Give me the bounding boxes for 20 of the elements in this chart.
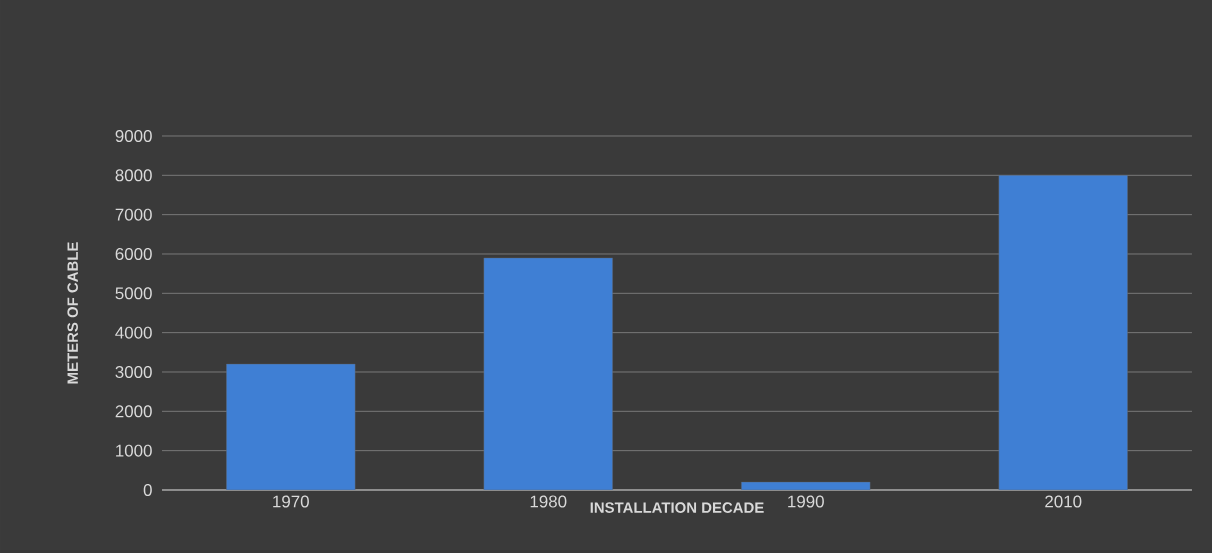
x-tick-label: 1990 [788,495,824,508]
y-axis-title: METERS OF CABLE [67,242,78,384]
x-tick-label: 1970 [273,495,309,508]
x-axis-title: INSTALLATION DECADE [590,502,764,513]
y-tick-label: 4000 [115,326,152,339]
y-tick-label: 0 [143,483,152,496]
y-tick-label: 8000 [115,169,152,182]
bar [998,175,1128,490]
x-tick-label: 1980 [530,495,567,508]
y-tick-label: 7000 [115,208,152,221]
y-tick-label: 5000 [115,287,152,300]
bar [741,481,871,490]
y-tick-label: 2000 [115,405,152,418]
y-tick-label: 9000 [115,129,152,142]
y-tick-label: 1000 [116,444,152,457]
bar [483,257,613,490]
bar [226,363,356,490]
x-tick-label: 2010 [1045,495,1082,508]
y-tick-label: 3000 [115,365,152,378]
y-tick-label: 6000 [115,247,152,260]
